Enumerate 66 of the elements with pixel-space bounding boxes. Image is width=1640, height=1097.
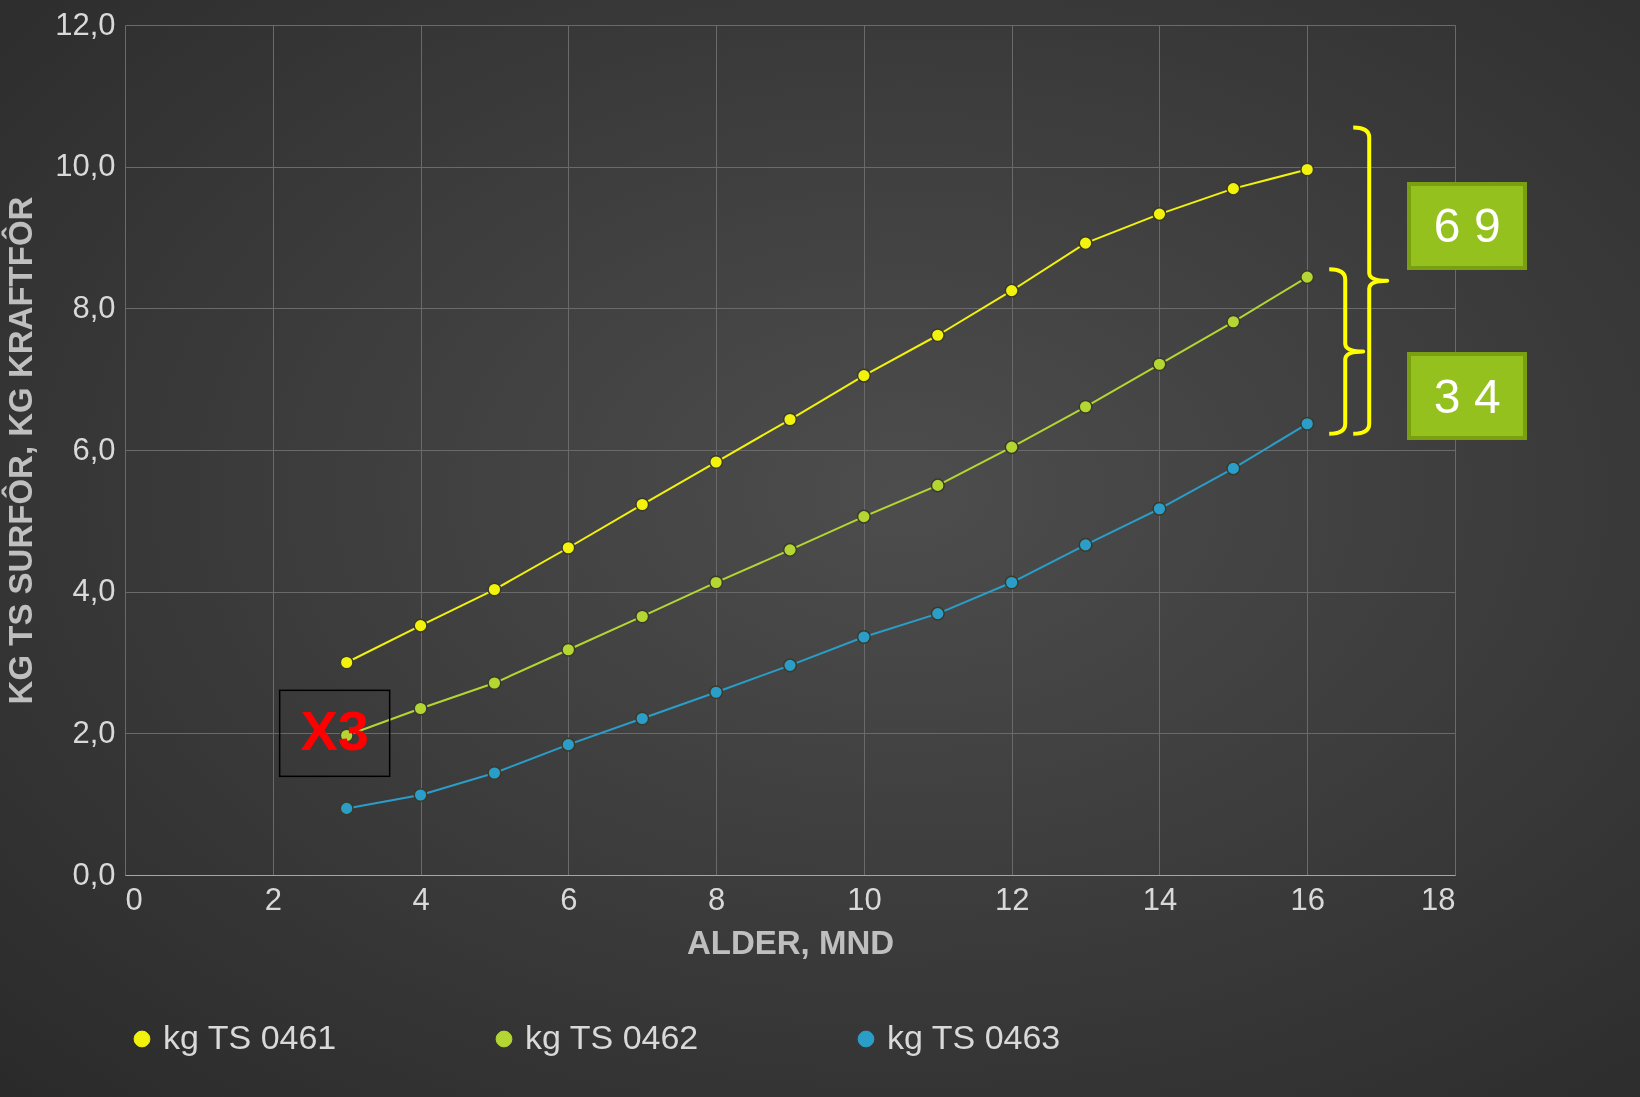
point (635, 711, 650, 726)
x-tick-label: 2 (264, 881, 282, 917)
point (1152, 357, 1167, 372)
x-tick-label: 16 (1290, 881, 1325, 917)
y-tick-label: 8,0 (72, 289, 116, 325)
point (930, 606, 945, 621)
point (1078, 236, 1093, 251)
point (856, 509, 871, 524)
point (1226, 461, 1241, 476)
point (561, 540, 576, 555)
point (1004, 575, 1019, 590)
point (709, 575, 724, 590)
point (413, 701, 428, 716)
x-tick-label: 0 (125, 881, 143, 917)
point (339, 655, 354, 670)
y-tick-label: 2,0 (72, 714, 116, 750)
x-axis-title: ALDER, MND (686, 923, 895, 961)
point (856, 368, 871, 383)
point (856, 629, 871, 645)
point (487, 675, 502, 691)
point (1226, 314, 1241, 329)
point (782, 658, 798, 673)
point (1004, 440, 1019, 455)
point (1078, 537, 1093, 552)
point (709, 454, 724, 470)
point (1152, 501, 1167, 516)
x-tick-label: 12 (994, 881, 1030, 917)
legend-label: kg TS 0463 (887, 1018, 1061, 1056)
legend-label: kg TS 0461 (163, 1018, 337, 1056)
point (1300, 162, 1315, 177)
point (635, 497, 650, 512)
point (561, 642, 576, 657)
x-tick-label: 4 (412, 881, 430, 917)
point (930, 478, 945, 493)
point (1300, 270, 1315, 285)
y-tick-label: 6,0 (72, 431, 116, 467)
annotation: 3 4 (1407, 352, 1528, 441)
point (1078, 399, 1093, 414)
point (487, 582, 502, 597)
point (782, 412, 798, 427)
annotation: X3 (300, 699, 369, 763)
x-tick-label: 18 (1421, 881, 1456, 917)
point (487, 765, 502, 781)
point (1004, 283, 1019, 298)
point (1152, 207, 1167, 222)
x-tick-label: 8 (707, 881, 726, 917)
x-tick-label: 6 (560, 881, 578, 917)
point (635, 609, 650, 624)
point (782, 542, 798, 557)
point (709, 685, 724, 700)
point (1300, 416, 1315, 431)
y-tick-label: 12,0 (55, 6, 116, 42)
y-axis-title: KG TS SURFÔR, KG KRAFTFÔR (1, 196, 40, 705)
x-tick-label: 10 (847, 881, 882, 917)
x-tick-label: 14 (1142, 881, 1178, 917)
point (339, 801, 354, 816)
point (413, 618, 428, 633)
point (413, 787, 428, 803)
y-tick-label: 4,0 (72, 573, 116, 609)
y-tick-label: 0,0 (72, 856, 116, 892)
legend-label: kg TS 0462 (525, 1018, 699, 1056)
annotation: 6 9 (1407, 181, 1528, 270)
point (930, 328, 945, 343)
y-tick-label: 10,0 (55, 148, 116, 184)
point (1226, 181, 1241, 196)
point (561, 737, 576, 752)
